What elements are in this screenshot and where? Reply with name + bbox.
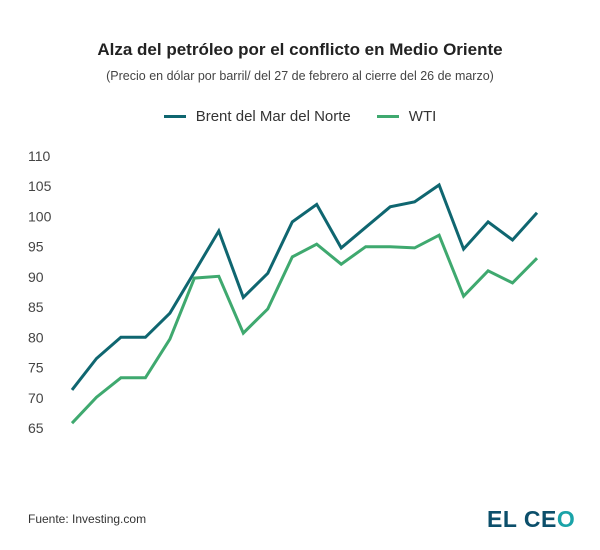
y-tick-label: 95 (28, 239, 44, 255)
legend: Brent del Mar del Norte WTI (0, 108, 600, 125)
legend-label-brent: Brent del Mar del Norte (195, 108, 351, 125)
y-tick-label: 85 (28, 299, 44, 315)
y-tick-label: 65 (28, 420, 44, 436)
series-line-brent (70, 182, 539, 391)
y-tick-label: 100 (28, 208, 52, 224)
legend-item-brent: Brent del Mar del Norte (163, 108, 351, 125)
y-tick-label: 70 (28, 390, 44, 406)
el-ceo-logo: EL CEO (487, 506, 576, 532)
y-tick-label: 105 (28, 178, 52, 194)
series-line-wti (70, 233, 539, 425)
y-tick-label: 75 (28, 360, 44, 376)
source-note: Fuente: Investing.com (28, 512, 147, 526)
y-tick-label: 110 (28, 148, 51, 164)
legend-swatch-wti (376, 115, 399, 118)
legend-item-wti: WTI (376, 108, 437, 125)
legend-label-wti: WTI (408, 108, 437, 125)
chart-title: Alza del petróleo por el conflicto en Me… (97, 40, 503, 59)
chart-subtitle: (Precio en dólar por barril/ del 27 de f… (106, 69, 494, 83)
legend-swatch-brent (163, 115, 186, 118)
y-tick-label: 90 (28, 269, 44, 285)
y-tick-label: 80 (28, 329, 44, 345)
